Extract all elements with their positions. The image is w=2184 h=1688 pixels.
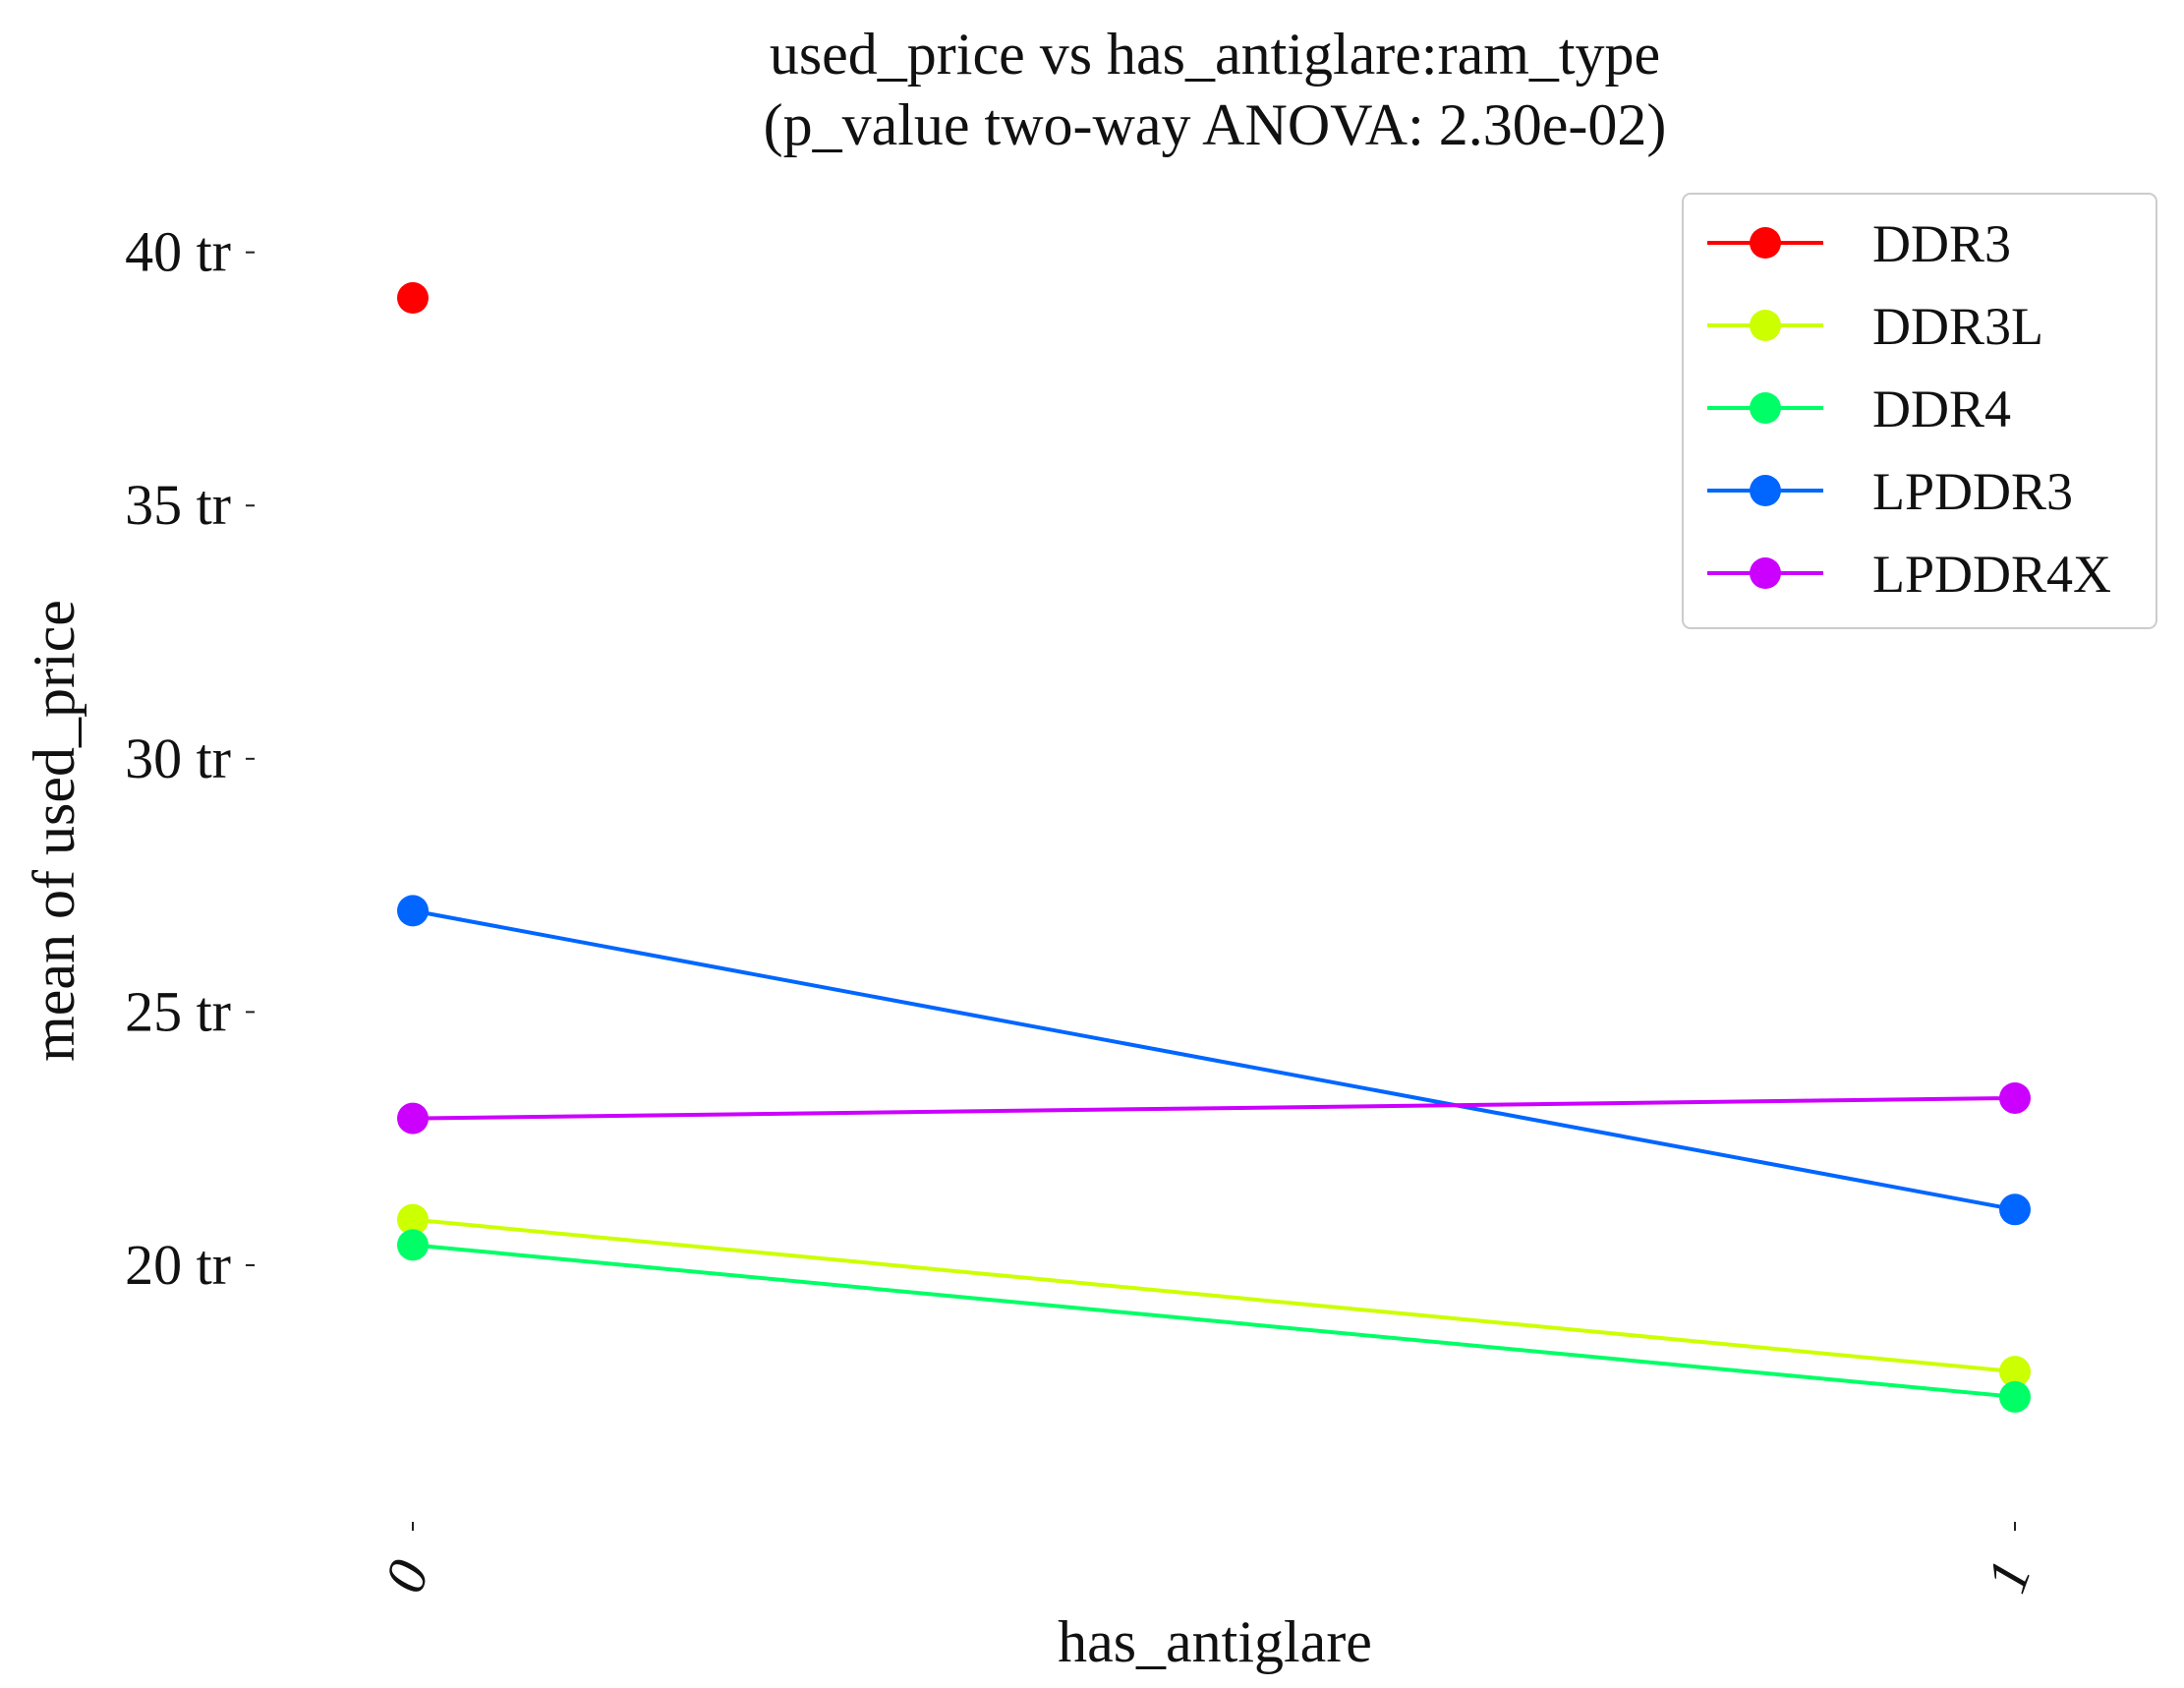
data-point-lpddr4x <box>397 1102 429 1135</box>
x-axis-label: has_antiglare <box>1058 1609 1372 1674</box>
legend-label-ddr3: DDR3 <box>1872 214 2011 273</box>
legend-marker-ddr3 <box>1750 227 1781 259</box>
legend: DDR3 DDR3L DDR4 LPDDR3 LPDDR4X <box>1682 193 2157 629</box>
chart-title: used_price vs has_antiglare:ram_type <box>770 22 1660 87</box>
legend-label-ddr3l: DDR3L <box>1872 297 2043 356</box>
y-tick-label: 35 tr <box>125 473 231 537</box>
legend-label-lpddr3: LPDDR3 <box>1872 462 2073 521</box>
legend-label-ddr4: DDR4 <box>1872 379 2011 438</box>
y-tick-label: 40 tr <box>125 220 231 284</box>
y-tick-label: 30 tr <box>125 727 231 790</box>
legend-marker-ddr3l <box>1750 310 1781 341</box>
series-line-lpddr3 <box>412 908 2016 1212</box>
plot-series <box>397 282 2031 1413</box>
data-point-lpddr3 <box>1999 1193 2031 1226</box>
data-point-lpddr4x <box>1999 1081 2031 1114</box>
legend-box <box>1682 193 2157 629</box>
legend-marker-lpddr3 <box>1750 475 1781 506</box>
data-point-ddr3l <box>1999 1356 2031 1388</box>
series-line-ddr3l <box>412 1217 2016 1374</box>
legend-marker-lpddr4x <box>1750 557 1781 589</box>
chart-subtitle: (p_value two-way ANOVA: 2.30e-02) <box>764 92 1667 157</box>
y-axis-label: mean of used_price <box>22 600 86 1062</box>
legend-label-lpddr4x: LPDDR4X <box>1872 545 2111 604</box>
y-tick-label: 25 tr <box>125 979 231 1043</box>
y-axis-ticks: 20 tr 25 tr 30 tr 35 tr 40 tr <box>125 220 255 1297</box>
legend-marker-ddr4 <box>1750 392 1781 424</box>
data-point-ddr4 <box>397 1229 429 1261</box>
data-point-lpddr3 <box>397 895 429 927</box>
data-point-ddr4 <box>1999 1380 2031 1413</box>
y-tick-label: 20 tr <box>125 1233 231 1297</box>
data-point-ddr3l <box>397 1203 429 1236</box>
series-line-lpddr4x <box>412 1095 2016 1121</box>
data-point-ddr3 <box>397 282 429 315</box>
series-line-ddr4 <box>412 1243 2016 1399</box>
